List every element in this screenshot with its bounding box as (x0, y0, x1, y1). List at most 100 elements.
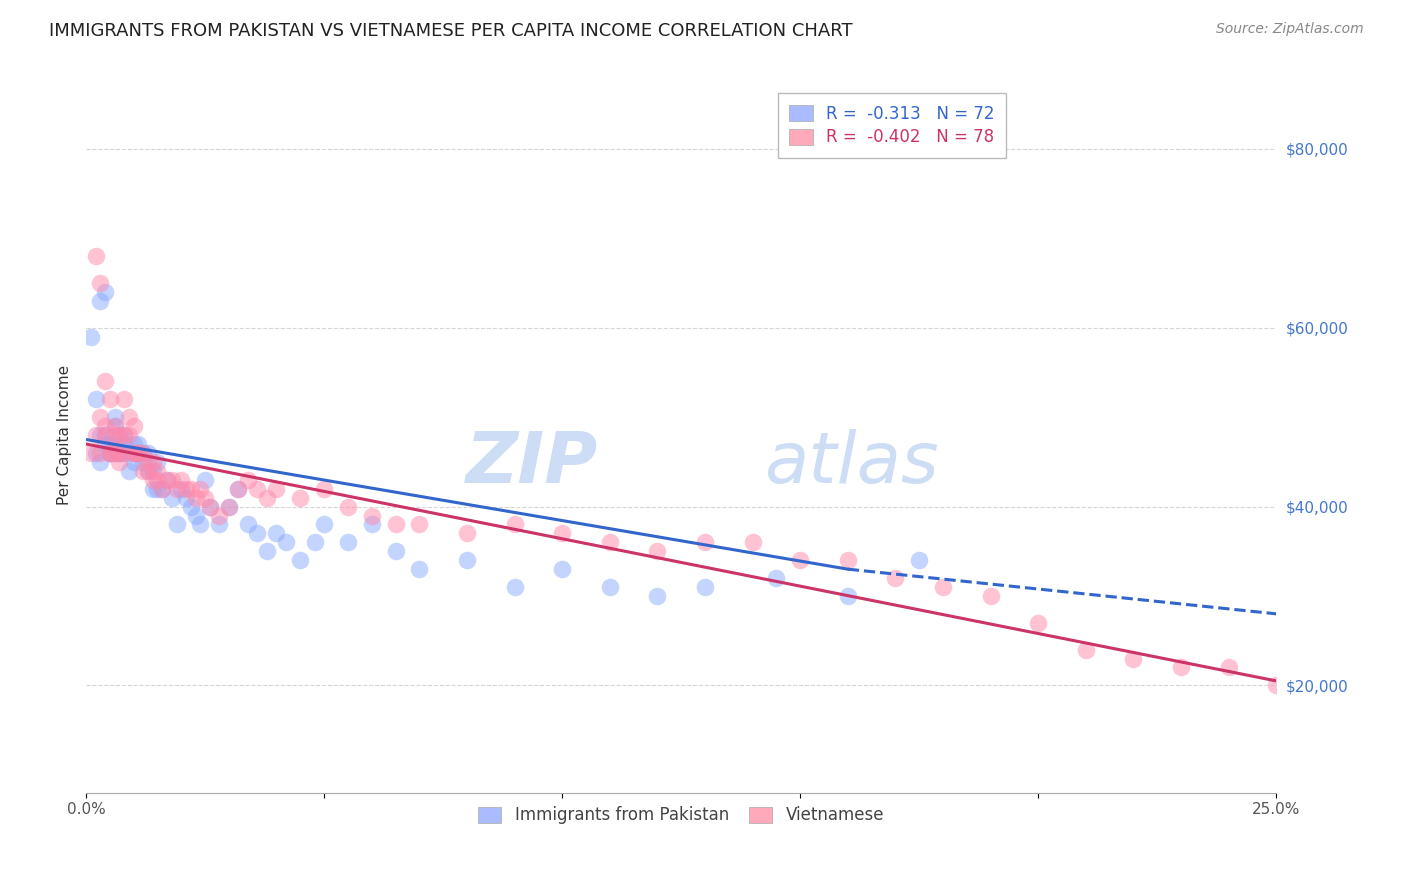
Point (142, 464, 165, 478)
Point (290, 491, 312, 505)
Point (503, 517, 526, 532)
Point (94, 428, 117, 442)
Point (108, 455, 131, 469)
Point (408, 562, 430, 576)
Point (174, 491, 197, 505)
Point (256, 491, 278, 505)
Point (304, 535, 326, 549)
Point (194, 491, 217, 505)
Point (266, 526, 288, 541)
Point (170, 482, 193, 496)
Point (246, 482, 269, 496)
Point (1074, 642, 1097, 657)
Point (112, 437, 135, 451)
Point (188, 517, 211, 532)
Point (166, 517, 188, 532)
Point (94, 419, 117, 434)
Point (647, 544, 669, 558)
Point (118, 428, 141, 442)
Point (132, 464, 155, 478)
Point (246, 526, 269, 541)
Point (84, 446, 107, 460)
Point (156, 473, 179, 487)
Point (112, 446, 135, 460)
Point (122, 419, 145, 434)
Point (146, 455, 169, 469)
Point (1170, 660, 1192, 674)
Point (136, 455, 159, 469)
Point (741, 535, 763, 549)
Point (160, 473, 183, 487)
Point (98, 446, 121, 460)
Point (94, 428, 117, 442)
Point (122, 446, 145, 460)
Legend: Immigrants from Pakistan, Vietnamese: Immigrants from Pakistan, Vietnamese (468, 797, 894, 834)
Point (132, 446, 155, 460)
Point (94, 285, 117, 299)
Point (104, 419, 127, 434)
Y-axis label: Per Capita Income: Per Capita Income (58, 365, 72, 505)
Point (136, 464, 159, 478)
Text: atlas: atlas (765, 429, 939, 498)
Point (314, 517, 336, 532)
Point (127, 446, 149, 460)
Point (122, 437, 145, 451)
Point (112, 392, 135, 407)
Point (127, 446, 149, 460)
Point (98, 446, 121, 460)
Point (932, 580, 955, 594)
Point (89, 293, 111, 308)
Point (170, 473, 193, 487)
Point (104, 446, 127, 460)
Point (360, 517, 382, 532)
Point (360, 508, 382, 523)
Point (112, 428, 135, 442)
Point (408, 517, 430, 532)
Point (98, 392, 121, 407)
Point (908, 553, 931, 567)
Point (108, 446, 131, 460)
Point (1122, 651, 1144, 665)
Point (599, 580, 621, 594)
Point (693, 580, 716, 594)
Point (837, 589, 859, 603)
Point (551, 562, 574, 576)
Point (184, 491, 207, 505)
Point (218, 500, 240, 514)
Point (1218, 660, 1240, 674)
Point (218, 500, 240, 514)
Point (132, 446, 155, 460)
Point (551, 526, 574, 541)
Point (108, 428, 131, 442)
Point (256, 544, 278, 558)
Point (122, 455, 145, 469)
Point (647, 589, 669, 603)
Point (174, 482, 197, 496)
Point (228, 482, 250, 496)
Point (104, 419, 127, 434)
Point (198, 500, 221, 514)
Point (599, 535, 621, 549)
Point (789, 553, 811, 567)
Point (89, 455, 111, 469)
Point (136, 446, 159, 460)
Point (89, 428, 111, 442)
Point (236, 473, 259, 487)
Point (314, 482, 336, 496)
Point (84, 249, 107, 263)
Point (336, 535, 359, 549)
Point (837, 553, 859, 567)
Point (166, 482, 188, 496)
Point (118, 446, 141, 460)
Point (118, 464, 141, 478)
Point (89, 276, 111, 290)
Point (384, 544, 406, 558)
Point (80, 329, 103, 343)
Point (108, 446, 131, 460)
Point (142, 455, 165, 469)
Point (160, 491, 183, 505)
Point (80, 446, 103, 460)
Point (89, 446, 111, 460)
Point (980, 589, 1002, 603)
Point (146, 464, 169, 478)
